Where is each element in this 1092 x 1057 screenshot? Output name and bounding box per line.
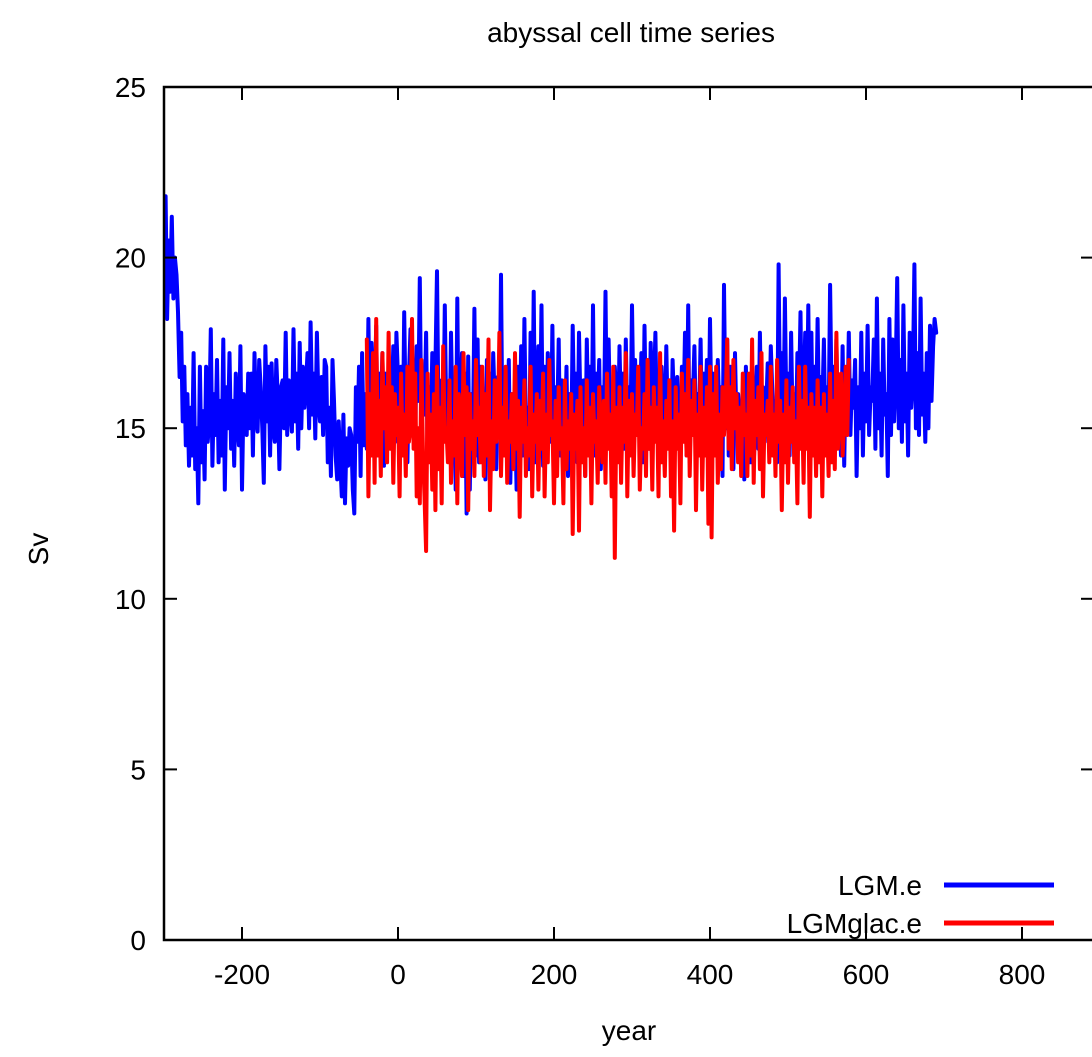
x-tick-label: -200 (214, 959, 270, 990)
series-line-lgmglac-e (364, 317, 851, 560)
plot-area: -200 0 200 400 600 800 0 5 10 15 20 25 (115, 72, 1092, 990)
x-axis-label: year (602, 1015, 656, 1046)
x-tick-label: 400 (687, 959, 734, 990)
y-tick-label: 5 (130, 754, 146, 785)
x-tick-label: 200 (531, 959, 578, 990)
series-layer (164, 194, 939, 560)
y-tick-label: 10 (115, 584, 146, 615)
legend: LGM.e LGMglac.e (787, 870, 1054, 939)
y-tick-label: 20 (115, 243, 146, 274)
x-tick-label: 0 (390, 959, 406, 990)
y-tick-label: 25 (115, 72, 146, 103)
y-tick-label: 15 (115, 413, 146, 444)
chart-title: abyssal cell time series (487, 17, 775, 48)
y-tick-label: 0 (130, 925, 146, 956)
legend-label: LGMglac.e (787, 908, 922, 939)
plot-frame (162, 85, 1092, 942)
y-axis-label: Sv (23, 533, 54, 566)
x-tick-label: 800 (999, 959, 1046, 990)
ticks-layer: -200 0 200 400 600 800 0 5 10 15 20 25 (115, 72, 1092, 990)
x-tick-label: 600 (843, 959, 890, 990)
legend-label: LGM.e (838, 870, 922, 901)
